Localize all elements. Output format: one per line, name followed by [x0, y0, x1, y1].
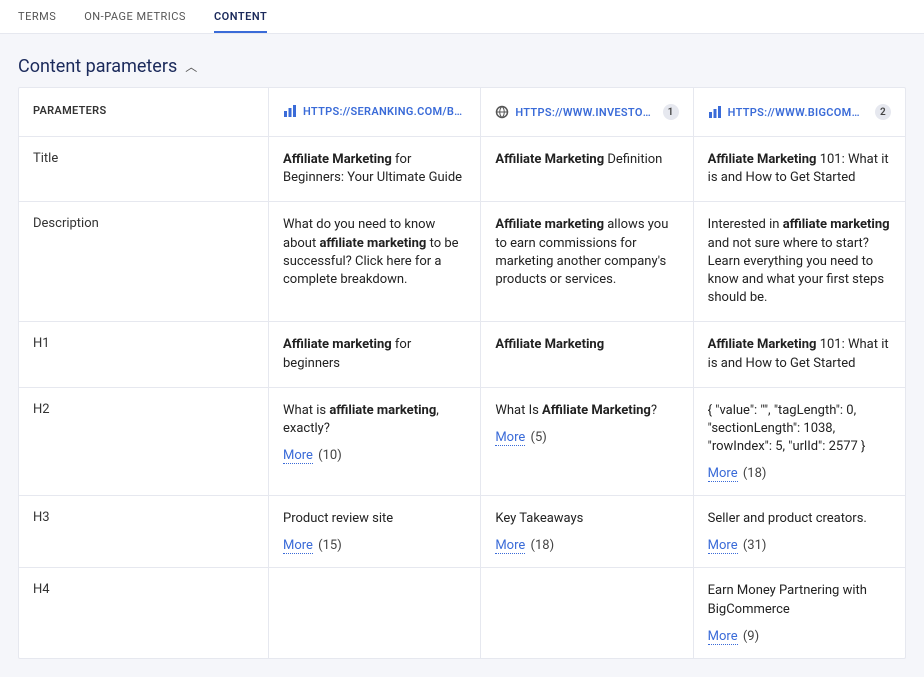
cell-value: Affiliate Marketing 101: What it is and …: [694, 137, 905, 201]
cell-content: Affiliate Marketing Definition: [495, 151, 678, 169]
globe-icon: [495, 105, 509, 119]
table-row: Title Affiliate Marketing for Beginners: …: [19, 137, 905, 202]
parameter-label: Description: [19, 202, 269, 321]
tab-terms[interactable]: TERMS: [18, 10, 56, 33]
section-toggle[interactable]: Content parameters ︿: [18, 56, 906, 77]
site-url[interactable]: HTTPS://SERANKING.COM/BLOG/A...: [303, 105, 466, 118]
cell-value: What is affiliate marketing, exactly? Mor…: [269, 388, 481, 496]
parameter-label: H1: [19, 322, 269, 386]
cell-content: What do you need to know about affiliate…: [283, 216, 466, 289]
tab-content[interactable]: CONTENT: [214, 10, 267, 33]
cell-content: Affiliate Marketing 101: What it is and …: [708, 151, 891, 187]
column-header-site[interactable]: HTTPS://SERANKING.COM/BLOG/A...: [269, 88, 481, 136]
cell-value: Affiliate Marketing for Beginners: Your …: [269, 137, 481, 201]
more-link[interactable]: More (5): [495, 430, 546, 445]
table-row: H2 What is affiliate marketing, exactly? M…: [19, 388, 905, 497]
cell-content: Interested in affiliate marketing and no…: [708, 216, 891, 307]
cell-value: Key Takeaways More (18): [481, 496, 693, 567]
column-header-site[interactable]: HTTPS://WWW.BIGCOMMERCE.CO... 2: [694, 88, 905, 136]
table-row: DescriptionWhat do you need to know abou…: [19, 202, 905, 322]
site-url[interactable]: HTTPS://WWW.BIGCOMMERCE.CO...: [728, 106, 869, 119]
parameter-label: H4: [19, 568, 269, 657]
cell-content: Seller and product creators.: [708, 510, 891, 528]
rank-badge: 2: [875, 104, 891, 120]
cell-value: Affiliate Marketing Definition: [481, 137, 693, 201]
cell-content: Affiliate Marketing 101: What it is and …: [708, 336, 891, 372]
content-parameters-table: PARAMETERS HTTPS://SERANKING.COM/BLOG/A..…: [18, 87, 906, 659]
table-header-row: PARAMETERS HTTPS://SERANKING.COM/BLOG/A..…: [19, 88, 905, 137]
more-link[interactable]: More (18): [708, 466, 767, 481]
cell-value: Interested in affiliate marketing and no…: [694, 202, 905, 321]
cell-value: What do you need to know about affiliate…: [269, 202, 481, 321]
cell-value: { "value": "", "tagLength": 0, "sectionL…: [694, 388, 905, 496]
top-tabs: TERMS ON-PAGE METRICS CONTENT: [0, 0, 924, 34]
cell-content: Affiliate Marketing: [495, 336, 678, 354]
more-link[interactable]: More (15): [283, 538, 342, 553]
parameter-label: Title: [19, 137, 269, 201]
cell-value: Affiliate marketing allows you to earn c…: [481, 202, 693, 321]
site-url[interactable]: HTTPS://WWW.INVESTOPEDIA.CO...: [515, 106, 656, 119]
more-link[interactable]: More (9): [708, 629, 759, 644]
cell-content: What Is Affiliate Marketing?: [495, 402, 678, 420]
column-header-parameters: PARAMETERS: [19, 88, 269, 136]
cell-content: Key Takeaways: [495, 510, 678, 528]
more-link[interactable]: More (10): [283, 448, 342, 463]
cell-content: Affiliate Marketing for Beginners: Your …: [283, 151, 466, 187]
parameter-label: H3: [19, 496, 269, 567]
cell-content: Earn Money Partnering with BigCommerce: [708, 582, 891, 618]
cell-value: Earn Money Partnering with BigCommerce Mo…: [694, 568, 905, 657]
parameter-label: H2: [19, 388, 269, 496]
cell-value: Affiliate marketing for beginners: [269, 322, 481, 386]
cell-content: Affiliate marketing for beginners: [283, 336, 466, 372]
bar-chart-icon: [708, 105, 722, 119]
cell-value: Product review site More (15): [269, 496, 481, 567]
tab-on-page-metrics[interactable]: ON-PAGE METRICS: [84, 10, 186, 33]
section-title: Content parameters: [18, 56, 177, 77]
table-row: H3 Product review site More (15) Key Takeaw…: [19, 496, 905, 568]
cell-content: Affiliate marketing allows you to earn c…: [495, 216, 678, 289]
more-link[interactable]: More (18): [495, 538, 554, 553]
bar-chart-icon: [283, 104, 297, 118]
table-row: H4 Earn Money Partnering with BigCommerce…: [19, 568, 905, 657]
cell-value: What Is Affiliate Marketing? More (5): [481, 388, 693, 496]
chevron-up-icon: ︿: [185, 58, 197, 75]
table-row: H1 Affiliate marketing for beginners Affil…: [19, 322, 905, 387]
cell-content: { "value": "", "tagLength": 0, "sectionL…: [708, 402, 891, 457]
cell-value: Affiliate Marketing: [481, 322, 693, 386]
rank-badge: 1: [663, 104, 679, 120]
more-link[interactable]: More (31): [708, 538, 767, 553]
cell-content: What is affiliate marketing, exactly?: [283, 402, 466, 438]
cell-value: [269, 568, 481, 657]
cell-value: Affiliate Marketing 101: What it is and …: [694, 322, 905, 386]
cell-content: Product review site: [283, 510, 466, 528]
cell-value: [481, 568, 693, 657]
column-header-site[interactable]: HTTPS://WWW.INVESTOPEDIA.CO... 1: [481, 88, 693, 136]
cell-value: Seller and product creators. More (31): [694, 496, 905, 567]
